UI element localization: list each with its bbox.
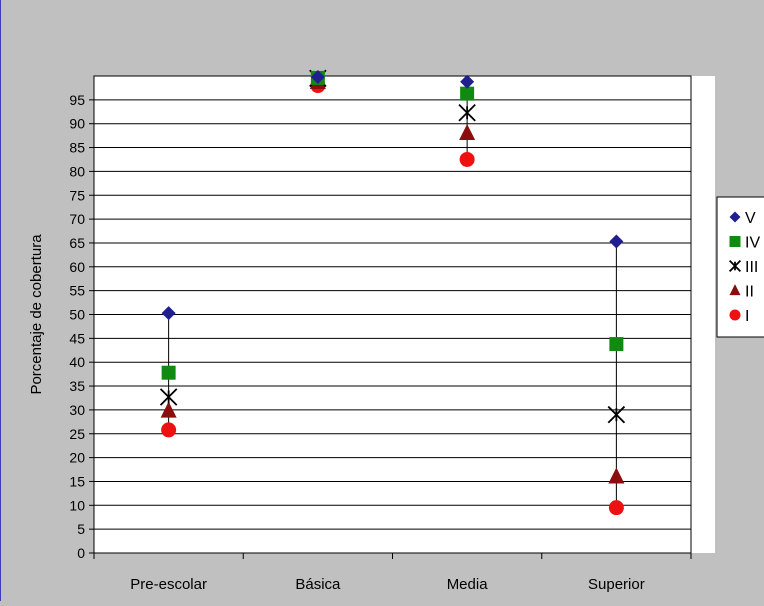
x-tick-label: Media (447, 576, 489, 593)
x-tick-label: Pre-escolar (130, 576, 207, 593)
data-point-v (310, 69, 325, 84)
y-tick-label: 70 (69, 211, 85, 227)
x-tick-label: Básica (295, 576, 341, 593)
data-point-ii (608, 467, 625, 484)
data-point-i (459, 151, 475, 167)
legend-marker-iv (729, 236, 741, 247)
data-point-ii (160, 401, 177, 418)
legend-marker-i (729, 309, 741, 321)
legend-label: I (745, 308, 749, 325)
y-tick-label: 80 (69, 163, 85, 179)
legend-marker-ii (729, 284, 741, 296)
legend-label: V (745, 210, 756, 227)
y-tick-label: 45 (69, 330, 85, 346)
y-axis-label: Porcentaje de cobertura (28, 234, 45, 395)
y-tick-label: 35 (69, 378, 85, 394)
y-tick-label: 20 (69, 450, 85, 466)
legend-marker-iii (728, 259, 742, 273)
y-tick-label: 55 (69, 283, 85, 299)
data-point-v (161, 306, 176, 321)
y-tick-label: 65 (69, 235, 85, 251)
y-tick-label: 0 (77, 545, 85, 561)
data-point-iv (609, 337, 624, 352)
legend-label: IV (745, 235, 760, 252)
data-point-i (608, 500, 624, 516)
y-tick-label: 50 (69, 307, 85, 323)
y-tick-label: 15 (69, 473, 85, 489)
y-tick-label: 30 (69, 402, 85, 418)
legend-label: II (745, 284, 754, 301)
x-tick-label: Superior (588, 576, 645, 593)
data-point-iii (607, 405, 626, 424)
data-point-ii (459, 124, 476, 141)
data-point-v (460, 74, 475, 89)
y-tick-label: 90 (69, 116, 85, 132)
data-point-iii (458, 103, 476, 122)
y-tick-label: 75 (69, 187, 85, 203)
data-point-iv (460, 86, 475, 101)
y-tick-label: 10 (69, 497, 85, 513)
y-tick-label: 85 (69, 140, 85, 156)
legend-label: III (745, 259, 758, 276)
data-point-i (161, 422, 177, 438)
data-point-v (609, 234, 624, 249)
data-point-iv (161, 365, 176, 380)
y-tick-label: 40 (69, 354, 85, 370)
y-tick-label: 5 (77, 521, 85, 537)
data-point-iii (159, 388, 178, 406)
legend-box (716, 196, 764, 338)
legend-marker-v (729, 211, 741, 223)
y-tick-label: 60 (69, 259, 85, 275)
y-tick-label: 25 (69, 426, 85, 442)
y-tick-label: 95 (69, 92, 85, 108)
